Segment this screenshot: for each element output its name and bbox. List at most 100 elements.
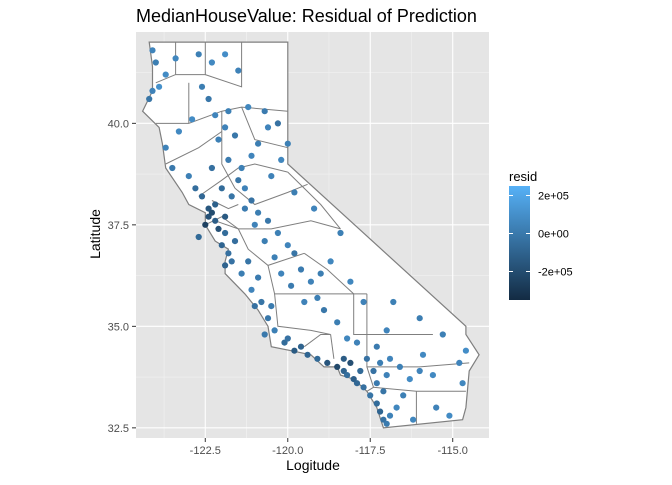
data-point [208, 59, 215, 66]
data-point [297, 266, 305, 273]
data-point [291, 250, 298, 257]
county-boundary [366, 362, 470, 368]
data-point [314, 294, 321, 301]
data-point [278, 270, 285, 277]
data-point [205, 95, 212, 103]
data-point [241, 185, 248, 192]
california-county-map [141, 41, 480, 429]
data-point [222, 51, 229, 58]
data-point [172, 55, 179, 62]
data-point [304, 351, 311, 358]
data-point [344, 335, 351, 342]
county-boundary [234, 183, 308, 206]
data-points [146, 47, 469, 427]
data-point [396, 363, 403, 370]
data-point [284, 242, 291, 249]
data-point [264, 217, 272, 224]
data-point [433, 404, 440, 411]
data-point [261, 238, 268, 245]
data-point [152, 59, 159, 66]
data-point [386, 412, 394, 419]
data-point [377, 359, 384, 366]
data-point [373, 400, 380, 407]
data-point [462, 347, 469, 354]
data-point [149, 87, 156, 94]
data-point [225, 250, 232, 257]
data-point [373, 380, 380, 387]
data-point [185, 173, 192, 180]
data-point [291, 189, 298, 196]
data-point [439, 331, 446, 338]
x-tick-label: -120.0 [272, 445, 303, 457]
x-tick-label: -122.5 [190, 445, 221, 457]
data-point [231, 238, 239, 245]
county-boundary [237, 228, 305, 266]
county-boundary [205, 216, 239, 230]
data-point [367, 392, 374, 399]
county-boundary [274, 293, 331, 335]
data-point [212, 201, 219, 208]
legend: resid 2e+05 0e+00 -2e+05 [509, 169, 573, 300]
data-point [344, 372, 351, 379]
county-boundary [205, 42, 243, 88]
data-point [222, 262, 229, 269]
data-point [406, 376, 413, 383]
y-tick-label: 35.0 [108, 321, 129, 333]
data-point [383, 372, 390, 379]
data-point [393, 404, 400, 411]
county-boundary [198, 163, 288, 197]
county-boundary [330, 334, 335, 359]
data-point [268, 173, 275, 180]
legend-break-label: 2e+05 [538, 191, 569, 203]
data-point [363, 355, 370, 362]
county-boundary [304, 252, 355, 295]
data-point [291, 347, 298, 354]
data-point [248, 152, 255, 159]
data-point [212, 217, 219, 224]
data-point [255, 140, 262, 147]
state-outline [141, 41, 480, 429]
data-point [225, 156, 232, 163]
data-point [340, 355, 347, 362]
data-point [162, 71, 169, 78]
data-point [268, 303, 275, 310]
data-point [215, 136, 222, 143]
county-boundary [353, 293, 433, 335]
data-point [360, 384, 367, 391]
data-point [400, 392, 407, 399]
data-point [284, 140, 291, 147]
data-point [222, 229, 229, 237]
data-point [255, 209, 262, 216]
data-point [198, 83, 206, 90]
data-point [215, 225, 222, 232]
data-point [288, 282, 295, 289]
y-tick-label: 32.5 [108, 423, 129, 435]
data-point [377, 408, 384, 415]
data-point [410, 416, 417, 423]
data-point [337, 229, 344, 237]
data-point [370, 367, 377, 375]
county-boundary [241, 106, 288, 149]
data-point [383, 420, 390, 427]
county-boundary [267, 265, 367, 295]
chart-title: MedianHouseValue: Residual of Prediction [136, 6, 477, 26]
data-point [284, 335, 291, 342]
data-point [205, 213, 212, 220]
data-point [202, 221, 209, 228]
data-point [416, 367, 423, 375]
data-point [373, 343, 380, 350]
data-point [264, 315, 272, 322]
data-point [274, 229, 281, 237]
legend-break-label: -2e+05 [538, 267, 573, 279]
data-point [162, 144, 169, 151]
data-point [156, 83, 163, 90]
data-point [320, 307, 328, 314]
data-point [245, 104, 252, 111]
data-point [456, 359, 463, 366]
data-point [235, 177, 242, 184]
data-point [245, 258, 252, 265]
data-point [271, 327, 278, 334]
legend-break-label: 0e+00 [538, 229, 569, 241]
